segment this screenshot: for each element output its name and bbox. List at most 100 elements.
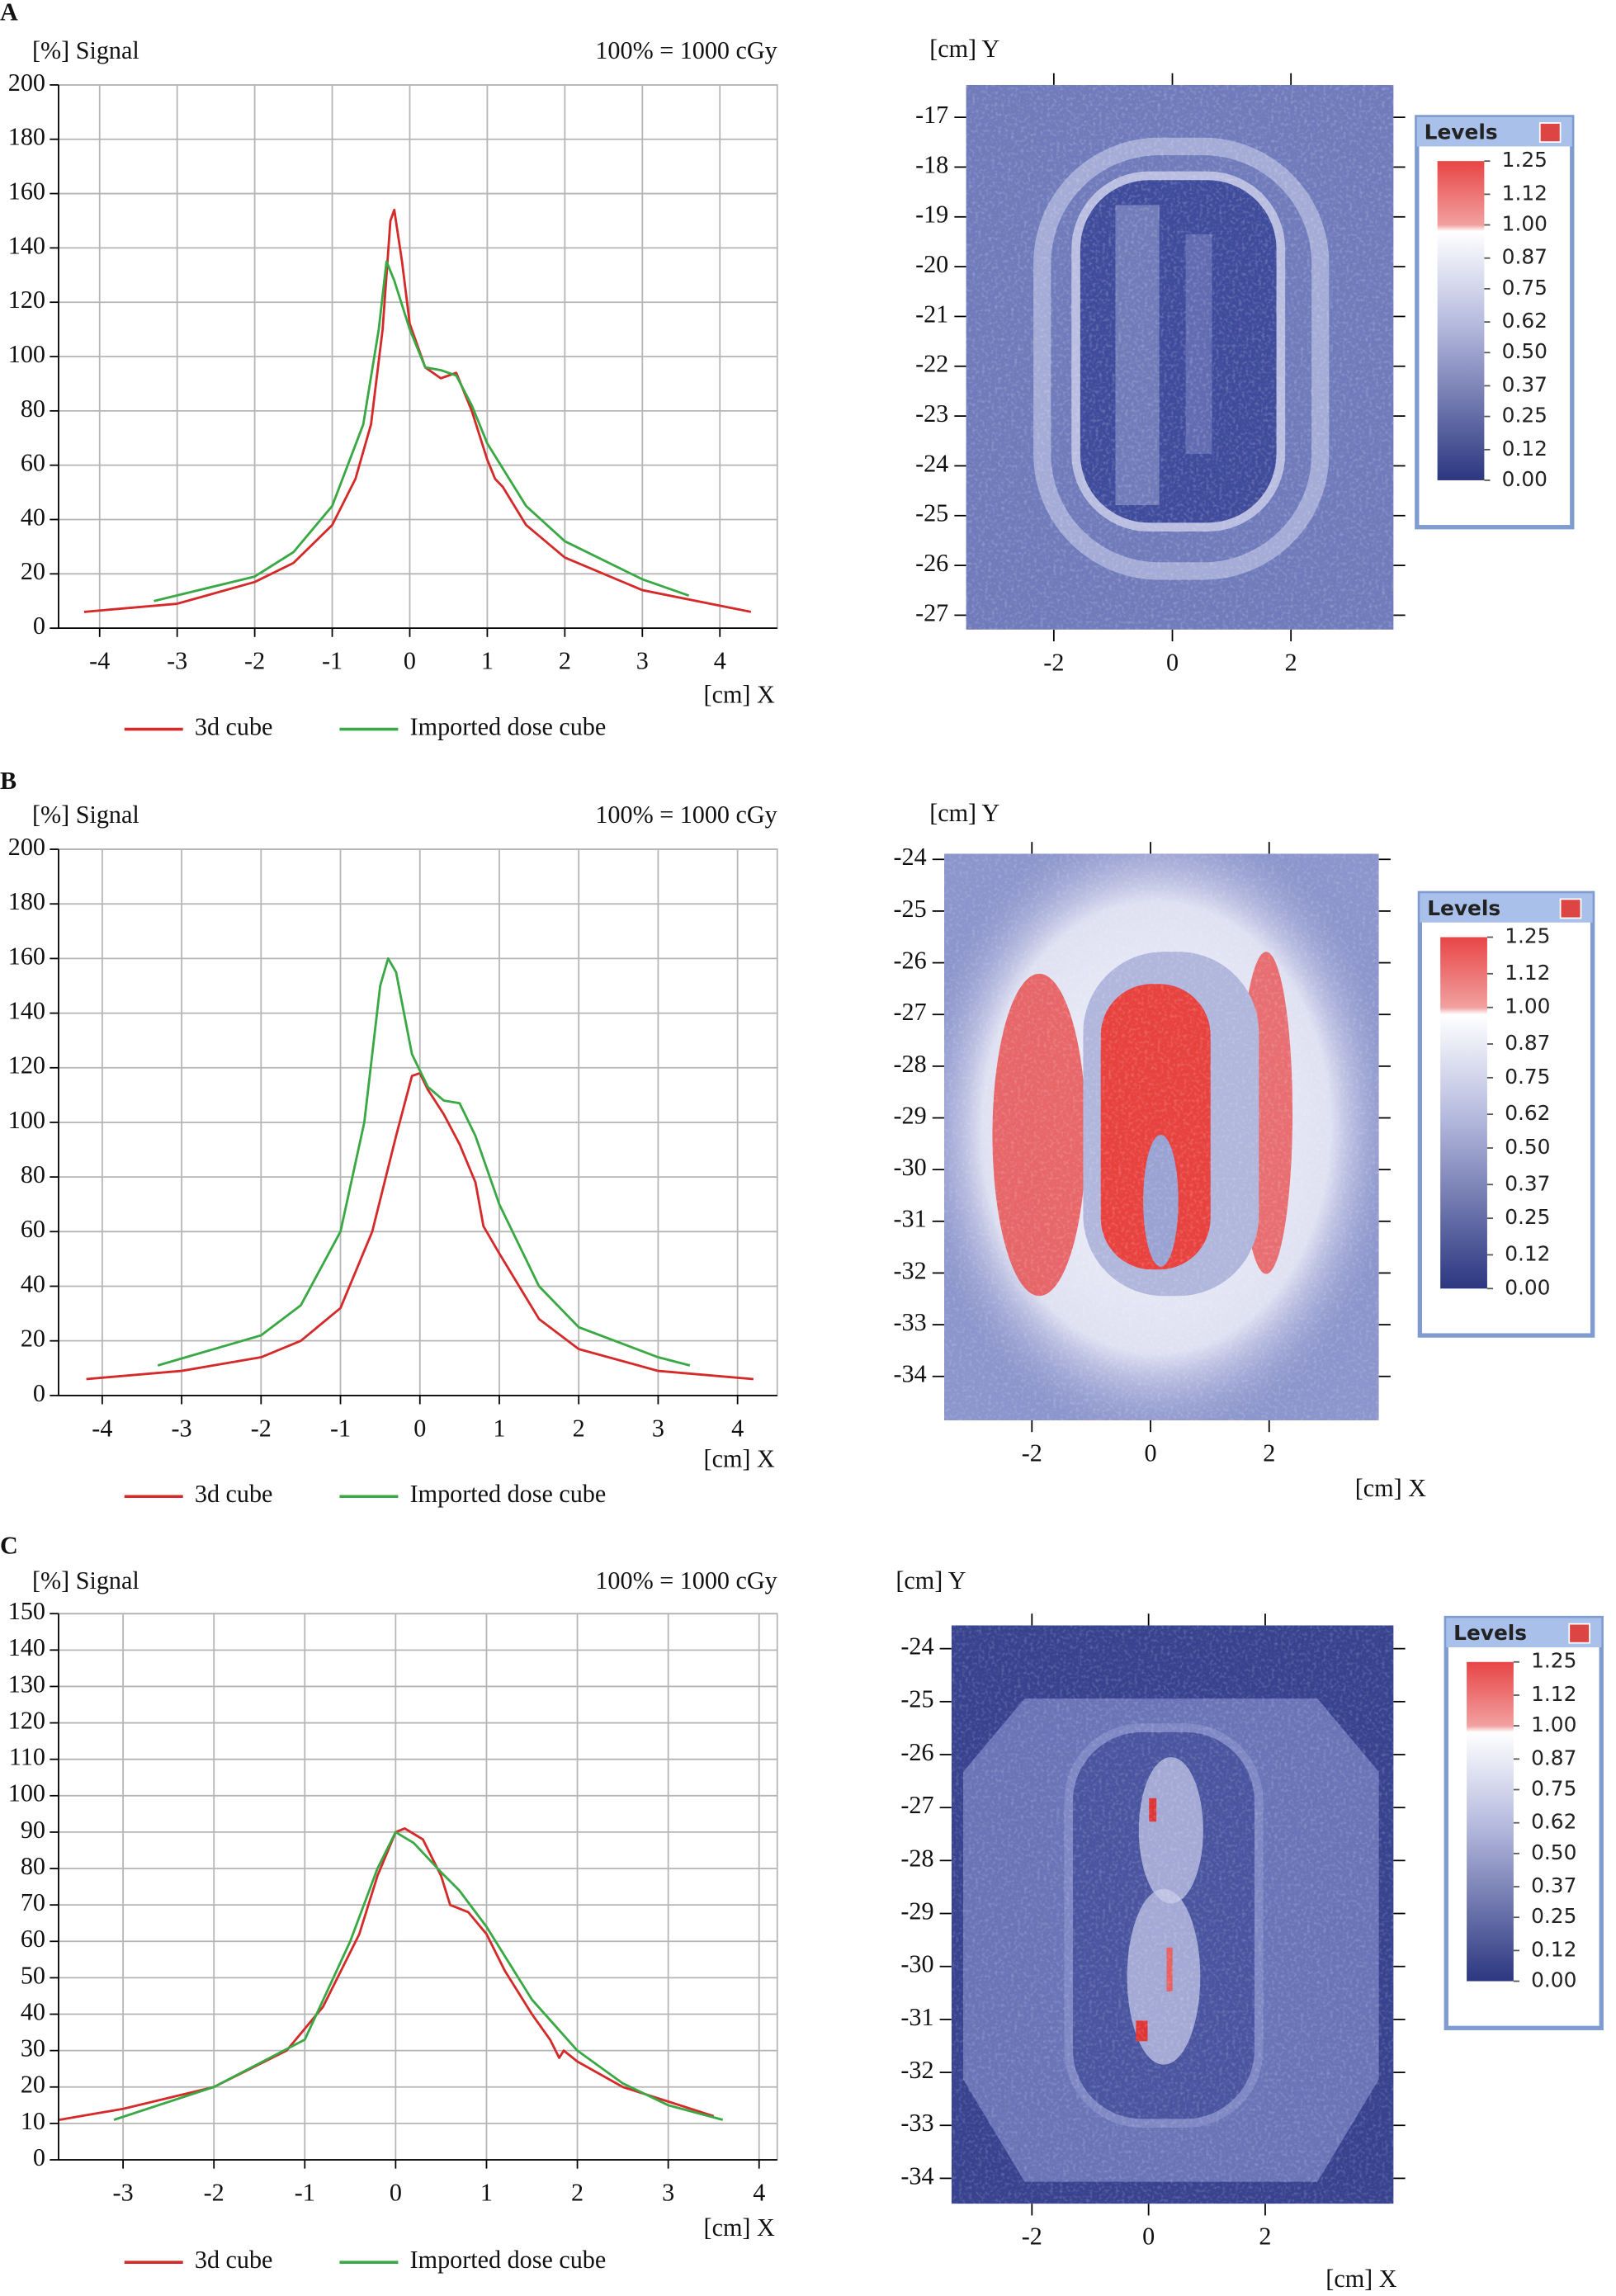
colorbar-label: 0.25	[1531, 1904, 1576, 1928]
y-tick-label: -33	[900, 2109, 933, 2137]
x-axis-label: [cm] X	[704, 1445, 775, 1473]
x-tick-label: 2	[559, 647, 571, 675]
y-tick-label: 110	[9, 1743, 45, 1771]
colorbar	[1440, 937, 1487, 1289]
y-tick-label: -22	[915, 350, 948, 378]
y-tick-label: 200	[8, 69, 45, 97]
close-icon	[1568, 1623, 1590, 1644]
y-tick-label: -32	[900, 2056, 933, 2084]
colorbar-label: 0.75	[1505, 1065, 1550, 1089]
y-axis-label: [cm] Y	[929, 35, 999, 63]
annotation: 100% = 1000 cGy	[595, 1566, 777, 1594]
y-tick-label: 120	[8, 1051, 45, 1079]
y-tick-label: -31	[893, 1205, 926, 1233]
y-tick-label: 80	[21, 1852, 45, 1880]
x-axis-label: [cm] X	[704, 2213, 775, 2242]
x-tick-label: -3	[172, 1414, 192, 1442]
x-tick-label: 0	[1142, 2223, 1155, 2251]
y-tick-label: -25	[900, 1685, 933, 1713]
colorbar-label: 1.00	[1531, 1713, 1576, 1736]
dose-map	[943, 853, 1379, 1421]
colorbar-label: 0.62	[1505, 1101, 1550, 1125]
y-tick-label: -17	[915, 101, 948, 129]
y-tick-label: 50	[21, 1961, 45, 1989]
y-tick-label: 10	[21, 2107, 45, 2135]
y-axis-label: [%] Signal	[32, 1566, 139, 1594]
data-line	[157, 957, 691, 1367]
colorbar-label: 1.00	[1502, 212, 1547, 236]
colorbar-label: 0.50	[1531, 1840, 1576, 1864]
y-tick-label: 130	[8, 1670, 45, 1698]
colorbar-label: 0.87	[1502, 245, 1547, 269]
x-tick-label: -1	[322, 647, 343, 675]
x-axis-label: [cm] X	[1355, 1474, 1426, 1502]
legend-label: 3d cube	[195, 712, 273, 740]
panel-label: C	[0, 1531, 18, 1559]
y-tick-label: 0	[33, 1379, 45, 1407]
y-tick-label: -29	[893, 1101, 926, 1129]
legend-label: 3d cube	[195, 2246, 273, 2274]
y-tick-label: -26	[900, 1738, 933, 1766]
y-axis-label: [%] Signal	[32, 801, 139, 829]
y-tick-label: 80	[21, 394, 45, 423]
x-tick-label: -3	[167, 647, 187, 675]
y-axis-label: [cm] Y	[929, 799, 999, 827]
colorbar-label: 0.50	[1502, 339, 1547, 363]
x-tick-label: 3	[662, 2178, 674, 2206]
x-tick-label: 4	[753, 2178, 765, 2206]
colorbar-label: 0.37	[1505, 1171, 1550, 1195]
levels-title: Levels	[1453, 1621, 1527, 1645]
colorbar	[1467, 1661, 1514, 1982]
colorbar-label: 1.25	[1531, 1649, 1576, 1673]
x-tick-label: -2	[251, 1414, 272, 1442]
colorbar-label: 0.62	[1531, 1810, 1576, 1834]
x-tick-label: 2	[1285, 648, 1297, 676]
levels-title: Levels	[1425, 120, 1498, 144]
y-tick-label: 100	[8, 1779, 45, 1807]
dose-map	[966, 84, 1394, 630]
y-tick-label: 100	[8, 340, 45, 368]
y-tick-label: 180	[8, 123, 45, 151]
colorbar-label: 1.00	[1505, 994, 1550, 1018]
y-tick-label: 60	[21, 1215, 45, 1243]
legend-label: 3d cube	[195, 1480, 273, 1508]
x-tick-label: 0	[404, 647, 416, 675]
annotation: 100% = 1000 cGy	[595, 801, 777, 829]
y-tick-label: 200	[8, 833, 45, 861]
x-tick-label: -1	[330, 1414, 351, 1442]
x-tick-label: 2	[571, 2178, 584, 2206]
x-tick-label: 0	[413, 1414, 426, 1442]
x-tick-label: -2	[1022, 2223, 1042, 2251]
y-tick-label: -20	[915, 250, 948, 278]
y-tick-label: -33	[893, 1308, 926, 1336]
x-tick-label: 0	[390, 2178, 402, 2206]
data-line	[154, 260, 690, 602]
y-tick-label: -30	[893, 1153, 926, 1181]
y-tick-label: -31	[900, 2003, 933, 2031]
y-tick-label: -21	[915, 300, 948, 328]
colorbar-label: 0.37	[1502, 372, 1547, 396]
data-line	[59, 1827, 715, 2121]
y-axis-label: [cm] Y	[895, 1566, 966, 1594]
y-tick-label: -27	[915, 598, 948, 626]
levels-title: Levels	[1427, 896, 1500, 920]
y-tick-label: -26	[915, 549, 948, 577]
colorbar-label: 0.00	[1505, 1275, 1550, 1299]
y-tick-label: -29	[900, 1897, 933, 1925]
close-icon	[1559, 898, 1582, 919]
y-axis-label: [%] Signal	[32, 36, 139, 64]
colorbar-label: 1.12	[1505, 961, 1550, 985]
x-axis-label: [cm] X	[1325, 2265, 1396, 2293]
y-tick-label: 120	[8, 1706, 45, 1734]
plot-frame	[58, 1613, 778, 2161]
x-tick-label: 1	[493, 1414, 505, 1442]
y-tick-label: 140	[8, 1633, 45, 1661]
x-tick-label: 1	[481, 647, 494, 675]
annotation: 100% = 1000 cGy	[595, 36, 777, 64]
y-tick-label: 20	[21, 2071, 45, 2099]
x-tick-label: -2	[1043, 648, 1064, 676]
x-tick-label: -4	[89, 647, 110, 675]
